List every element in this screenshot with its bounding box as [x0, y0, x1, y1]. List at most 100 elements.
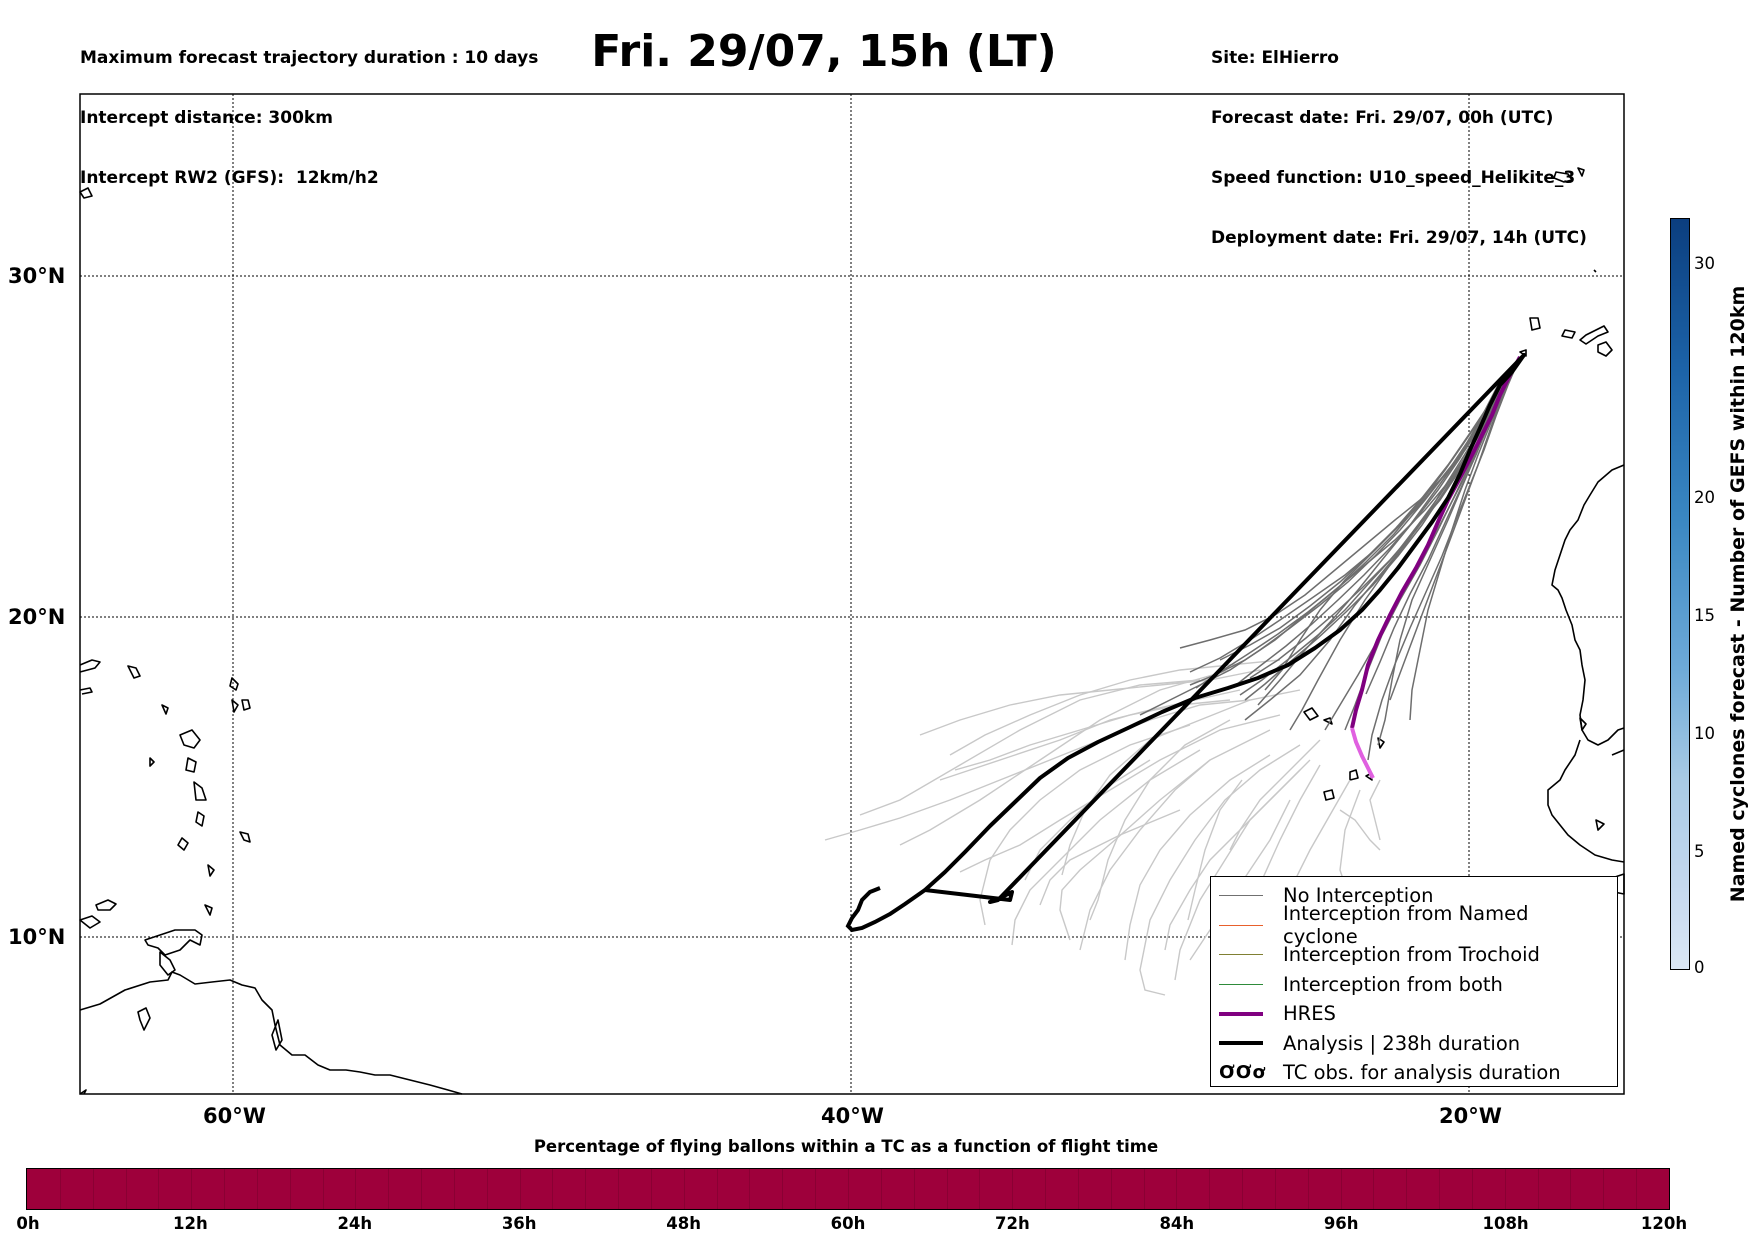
lon-label-60w: 60°W [203, 1104, 266, 1128]
percentage-bar-segment [848, 1169, 849, 1209]
percentage-bar-segment [683, 1169, 685, 1209]
percentage-bar-segment [1045, 1169, 1047, 1209]
colorbar-tick: 5 [1694, 842, 1705, 861]
legend-item-no-interception: No Interception [1219, 881, 1609, 911]
percentage-bar-segment [421, 1169, 423, 1209]
percentage-bar-segment [355, 1169, 357, 1209]
header-right-line: Speed function: U10_speed_Helikite_3 [1211, 168, 1576, 188]
legend-item-tc-obs: ƠƠơ TC obs. for analysis duration [1219, 1058, 1609, 1088]
percentage-bar-segment [388, 1169, 390, 1209]
percentage-bar-segment [1537, 1169, 1539, 1209]
header-right-line: Deployment date: Fri. 29/07, 14h (UTC) [1211, 228, 1587, 248]
legend-label: Interception from Named cyclone [1283, 902, 1529, 949]
header-right-line: Forecast date: Fri. 29/07, 00h (UTC) [1211, 108, 1554, 128]
header-left-line: Maximum forecast trajectory duration : 1… [80, 48, 539, 68]
percentage-bar-segment [749, 1169, 751, 1209]
percentage-bar-segment [453, 1169, 455, 1209]
legend: No Interception Interception from Named … [1210, 876, 1618, 1087]
percentage-bar-segment [1373, 1169, 1375, 1209]
percentage-bar-segment [289, 1169, 291, 1209]
lon-label-40w: 40°W [821, 1104, 884, 1128]
percentage-bar-tick: 12h [173, 1214, 208, 1233]
percentage-bar-segment [585, 1169, 587, 1209]
legend-item-trochoid: Interception from Trochoid [1219, 940, 1609, 970]
legend-swatch [1219, 924, 1263, 926]
header-right: Site: ElHierro Forecast date: Fri. 29/07… [1211, 8, 1587, 268]
percentage-bar-segment [1439, 1169, 1441, 1209]
legend-label: TC obs. for analysis duration [1283, 1061, 1561, 1085]
header-right-line: Site: ElHierro [1211, 48, 1339, 68]
percentage-bar-segment [1504, 1169, 1506, 1209]
coastlines [79, 167, 1625, 1095]
colorbar-tick: 10 [1694, 724, 1715, 743]
percentage-bar-segment [1143, 1169, 1145, 1209]
colorbar [1670, 218, 1690, 970]
percentage-bar-tick: 120h [1640, 1214, 1688, 1233]
legend-swatch [1219, 1041, 1263, 1046]
percentage-bar-segment [1406, 1169, 1408, 1209]
percentage-bar-segment [946, 1169, 948, 1209]
header-left-line: Intercept RW2 (GFS): 12km/h2 [80, 168, 379, 188]
percentage-bar-segment [979, 1169, 981, 1209]
legend-label: Interception from Trochoid [1283, 943, 1540, 967]
percentage-bar-segment [59, 1169, 61, 1209]
header-left-line: Intercept distance: 300km [80, 108, 333, 128]
percentage-bar-segment [1176, 1169, 1178, 1209]
percentage-bar-tick: 84h [1159, 1214, 1195, 1233]
percentage-bar-segment [716, 1169, 718, 1209]
percentage-bar-segment [256, 1169, 258, 1209]
percentage-bar-tick: 60h [830, 1214, 866, 1233]
percentage-bar-segment [618, 1169, 620, 1209]
percentage-bar-tick: 72h [995, 1214, 1030, 1233]
legend-item-both: Interception from both [1219, 970, 1609, 1000]
legend-label: No Interception [1283, 884, 1434, 908]
percentage-bar-segment [1242, 1169, 1244, 1209]
header-left: Maximum forecast trajectory duration : 1… [80, 8, 538, 208]
hres-tail [1350, 727, 1375, 779]
percentage-bar-segment [1636, 1169, 1638, 1209]
percentage-bar-segment [92, 1169, 94, 1209]
analysis-end-hook [845, 886, 927, 933]
percentage-bar-tick: 96h [1323, 1214, 1359, 1233]
lat-label-20n: 20°N [8, 605, 66, 629]
percentage-bar-segment [486, 1169, 488, 1209]
colorbar-tick: 20 [1694, 488, 1715, 507]
percentage-bar [26, 1168, 1670, 1210]
percentage-bar-tick: 24h [337, 1214, 373, 1233]
percentage-bar-tick: 108h [1482, 1214, 1529, 1233]
percentage-bar-segment [1307, 1169, 1309, 1209]
legend-item-named-cyclone: Interception from Named cyclone [1219, 902, 1609, 948]
percentage-bar-segment [191, 1169, 193, 1209]
percentage-bar-segment [224, 1169, 226, 1209]
analysis-trajectory [923, 353, 1526, 904]
percentage-bar-segment [782, 1169, 784, 1209]
colorbar-tick: 30 [1694, 254, 1715, 273]
map-frame [79, 93, 1625, 1095]
percentage-bar-segment [1012, 1169, 1014, 1209]
ensemble-trajectories [1139, 356, 1521, 761]
percentage-bar-segment [1471, 1169, 1473, 1209]
legend-label: Interception from both [1283, 972, 1503, 996]
legend-item-hres: HRES [1219, 999, 1609, 1029]
lat-label-10n: 10°N [8, 925, 66, 949]
percentage-bar-segment [1110, 1169, 1112, 1209]
percentage-bar-segment [322, 1169, 324, 1209]
legend-swatch [1219, 954, 1263, 956]
colorbar-tick: 0 [1694, 958, 1705, 977]
percentage-bar-segment [158, 1169, 160, 1209]
legend-label: Analysis | 238h duration [1283, 1031, 1521, 1055]
legend-item-analysis: Analysis | 238h duration [1219, 1029, 1609, 1059]
percentage-bar-segment [519, 1169, 521, 1209]
legend-swatch [1219, 895, 1263, 897]
percentage-bar-title: Percentage of flying ballons within a TC… [533, 1137, 1159, 1156]
percentage-bar-tick: 48h [666, 1214, 701, 1233]
legend-swatch [1219, 1011, 1263, 1016]
percentage-bar-segment [913, 1169, 915, 1209]
hres-trajectory [1350, 356, 1522, 729]
legend-label: HRES [1283, 1002, 1336, 1026]
percentage-bar-segment [552, 1169, 554, 1209]
percentage-bar-segment [815, 1169, 817, 1209]
percentage-bar-segment [1274, 1169, 1276, 1209]
lon-label-20w: 20°W [1439, 1104, 1502, 1128]
percentage-bar-tick: 0h [16, 1214, 40, 1233]
